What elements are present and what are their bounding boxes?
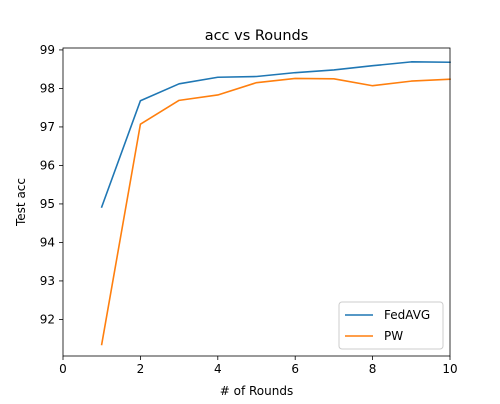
plot-frame (62, 47, 451, 357)
x-axis-label: # of Rounds (220, 384, 293, 398)
legend-label-pw: PW (384, 329, 403, 343)
legend-box (338, 301, 444, 350)
y-tick-label: 96 (40, 158, 55, 172)
series-line-fedavg (100, 61, 451, 209)
y-tick-label: 98 (40, 81, 55, 95)
x-tick-label: 4 (214, 362, 222, 376)
y-axis-label: Test acc (14, 178, 28, 227)
y-tick-label: 97 (40, 120, 55, 134)
chart-title: acc vs Rounds (205, 28, 309, 44)
series-line-pw (100, 77, 451, 346)
x-tick-label: 10 (442, 362, 457, 376)
x-tick-label: 8 (369, 362, 377, 376)
x-tick-label: 6 (291, 362, 299, 376)
legend: FedAVG PW (338, 301, 444, 350)
y-tick-label: 95 (40, 197, 55, 211)
x-tick-label: 0 (59, 362, 67, 376)
x-tick-label: 2 (137, 362, 145, 376)
y-tick-label: 94 (40, 235, 55, 249)
y-tick-label: 99 (40, 43, 55, 57)
y-tick-label: 92 (40, 312, 55, 326)
y-tick-label: 93 (40, 274, 55, 288)
legend-label-fedavg: FedAVG (384, 308, 430, 322)
